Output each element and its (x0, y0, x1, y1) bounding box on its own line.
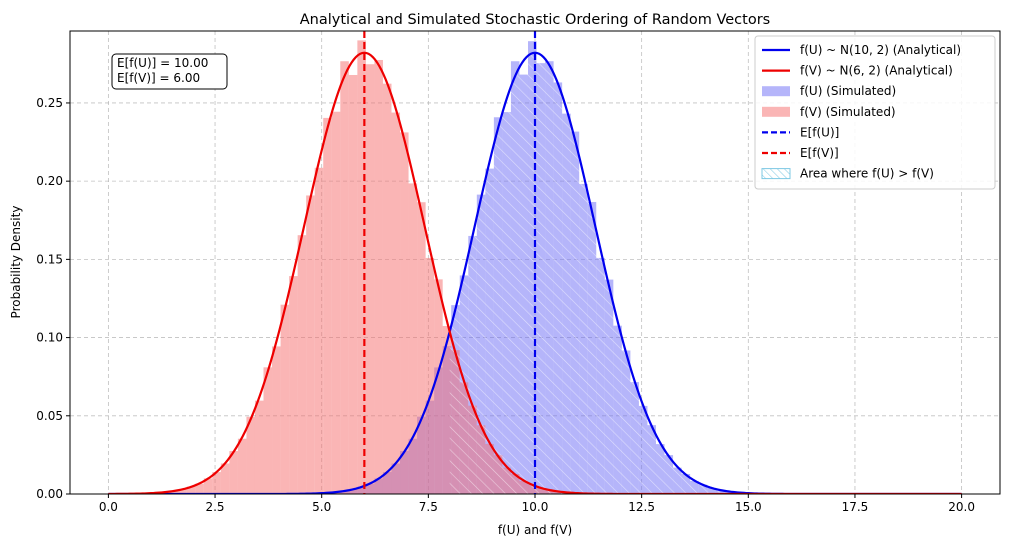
histogram-bar (323, 117, 332, 494)
legend-swatch (761, 168, 791, 180)
histogram-bar (220, 463, 230, 494)
histogram-bar (425, 257, 435, 494)
y-tick-label: 0.20 (36, 174, 63, 188)
y-axis-label: Probability Density (9, 206, 23, 319)
x-tick-label: 20.0 (948, 500, 975, 514)
y-tick-label: 0.25 (36, 96, 63, 110)
chart-title: Analytical and Simulated Stochastic Orde… (300, 12, 770, 28)
histogram-bar (306, 195, 315, 494)
y-axis-ticks: 0.00 0.05 0.10 0.15 0.20 0.25 (36, 96, 70, 501)
legend-swatch (762, 86, 790, 97)
histogram-bar (178, 489, 187, 494)
legend-label: f(V) (Simulated) (800, 105, 896, 119)
annotation-box: E[f(U)] = 10.00 E[f(V)] = 6.00 (111, 53, 228, 90)
histogram-bar (254, 400, 264, 494)
histogram-bar (229, 451, 238, 494)
histogram-bar (237, 438, 247, 494)
annotation-line-2: E[f(V)] = 6.00 (117, 71, 200, 85)
y-tick-label: 0.00 (36, 487, 63, 501)
x-tick-label: 5.0 (312, 500, 331, 514)
histogram-bar (357, 40, 366, 494)
x-tick-label: 15.0 (735, 500, 762, 514)
x-axis-ticks: 0.0 2.5 5.0 7.5 10.0 12.5 15.0 17.5 20.0 (99, 494, 975, 514)
mean-lines (363, 31, 537, 494)
histogram-bar (442, 326, 452, 494)
histogram-bar (314, 167, 324, 494)
histogram-bar (391, 112, 401, 494)
histogram-bar (408, 183, 418, 494)
x-tick-label: 17.5 (842, 500, 869, 514)
x-tick-label: 7.5 (419, 500, 438, 514)
histogram-bar (169, 490, 179, 494)
x-tick-label: 0.0 (99, 500, 118, 514)
legend-label: Area where f(U) > f(V) (800, 167, 934, 181)
histogram-bar (263, 367, 273, 494)
histogram-bar (280, 304, 290, 494)
histogram-bar (434, 279, 443, 494)
histogram-bar (374, 59, 383, 494)
annotation-line-1: E[f(U)] = 10.00 (117, 56, 208, 70)
histogram-bar (348, 74, 358, 494)
histogram-bar (203, 478, 213, 494)
histogram-bar (212, 472, 221, 494)
legend-label: E[f(U)] (800, 125, 839, 139)
histogram-bar (331, 111, 341, 494)
histogram-bar (340, 61, 349, 494)
histogram-bar (289, 276, 298, 494)
x-axis-label: f(U) and f(V) (498, 523, 572, 537)
histogram-bar (365, 64, 375, 494)
x-tick-label: 2.5 (205, 500, 224, 514)
x-tick-label: 10.0 (522, 500, 549, 514)
histogram-bar (417, 202, 426, 494)
legend-label: f(U) (Simulated) (800, 84, 896, 98)
y-tick-label: 0.10 (36, 331, 63, 345)
hatched-area-path (449, 52, 962, 494)
legend-label: E[f(V)] (800, 146, 839, 160)
histogram-bar (297, 235, 307, 494)
hatched-area (449, 52, 962, 494)
histogram-bar (195, 483, 204, 494)
legend: f(U) ~ N(10, 2) (Analytical) f(V) ~ N(6, … (754, 35, 996, 190)
histogram-bar (272, 346, 281, 494)
histogram-bar (400, 132, 409, 494)
legend-swatch (762, 106, 790, 117)
y-tick-label: 0.15 (36, 252, 63, 266)
legend-label: f(V) ~ N(6, 2) (Analytical) (800, 64, 953, 78)
histogram-bar (186, 486, 196, 494)
x-tick-label: 12.5 (628, 500, 655, 514)
legend-label: f(U) ~ N(10, 2) (Analytical) (800, 43, 961, 57)
histogram-bar (382, 83, 392, 494)
y-tick-label: 0.05 (36, 409, 63, 423)
histogram-bar (246, 416, 255, 494)
